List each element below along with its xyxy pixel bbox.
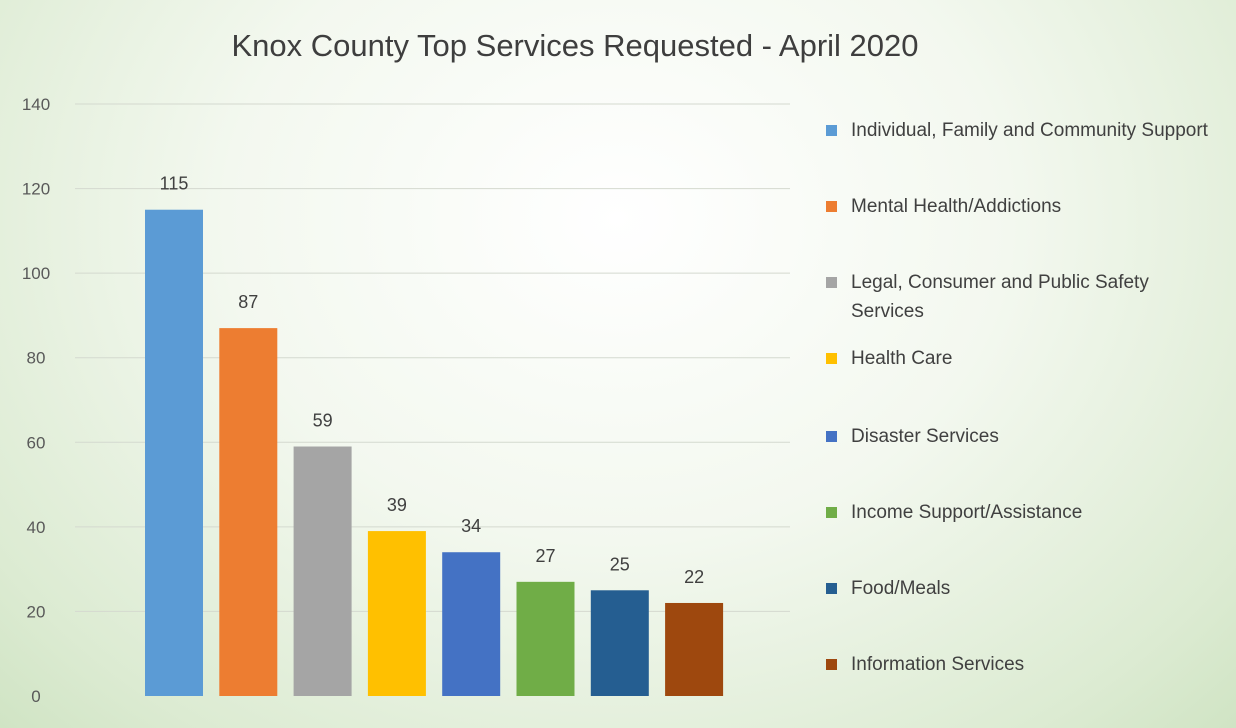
data-label: 25 bbox=[610, 554, 630, 574]
bar bbox=[367, 531, 426, 696]
bar bbox=[590, 590, 649, 696]
legend-swatch bbox=[826, 507, 837, 518]
data-label: 87 bbox=[238, 292, 258, 312]
data-label: 22 bbox=[684, 567, 704, 587]
legend-label: Health Care bbox=[851, 348, 953, 369]
legend-swatch bbox=[826, 277, 837, 288]
y-tick-label: 20 bbox=[27, 602, 46, 621]
legend-label: Food/Meals bbox=[851, 578, 951, 599]
legend-swatch bbox=[826, 659, 837, 670]
y-tick-label: 140 bbox=[22, 95, 50, 114]
legend-label: Mental Health/Addictions bbox=[851, 196, 1062, 217]
y-tick-label: 60 bbox=[27, 433, 46, 452]
legend-label: Individual, Family and Community Support bbox=[851, 120, 1208, 141]
bar bbox=[219, 328, 278, 696]
legend-item: Legal, Consumer and Public Safety Servic… bbox=[826, 268, 1221, 326]
legend-item: Disaster Services bbox=[826, 422, 1221, 451]
legend-swatch bbox=[826, 583, 837, 594]
legend-label: Information Services bbox=[851, 654, 1025, 675]
legend-item: Income Support/Assistance bbox=[826, 498, 1221, 527]
legend-swatch bbox=[826, 431, 837, 442]
y-tick-label: 100 bbox=[22, 264, 50, 283]
data-label: 34 bbox=[461, 516, 481, 536]
legend-label: Legal, Consumer and Public Safety Servic… bbox=[851, 272, 1149, 322]
legend-item: Information Services bbox=[826, 650, 1221, 679]
legend-swatch bbox=[826, 125, 837, 136]
bar bbox=[442, 552, 501, 696]
y-tick-label: 120 bbox=[22, 180, 50, 199]
bar bbox=[145, 209, 203, 696]
y-tick-label: 0 bbox=[31, 687, 40, 706]
legend-item: Health Care bbox=[826, 344, 1221, 373]
legend-swatch bbox=[826, 201, 837, 212]
legend-item: Individual, Family and Community Support bbox=[826, 116, 1221, 145]
y-tick-label: 40 bbox=[27, 518, 46, 537]
data-label: 59 bbox=[313, 411, 333, 431]
bar bbox=[293, 446, 352, 696]
data-label: 27 bbox=[535, 546, 555, 566]
legend-item: Food/Meals bbox=[826, 574, 1221, 603]
legend-label: Disaster Services bbox=[851, 426, 999, 447]
bar bbox=[665, 602, 724, 696]
legend-item: Mental Health/Addictions bbox=[826, 192, 1221, 221]
data-label: 115 bbox=[160, 174, 189, 194]
legend-swatch bbox=[826, 353, 837, 364]
chart-title: Knox County Top Services Requested - Apr… bbox=[231, 28, 919, 63]
bar bbox=[516, 581, 575, 696]
y-tick-label: 80 bbox=[27, 349, 46, 368]
data-label: 39 bbox=[387, 495, 407, 515]
legend-label: Income Support/Assistance bbox=[851, 502, 1083, 523]
